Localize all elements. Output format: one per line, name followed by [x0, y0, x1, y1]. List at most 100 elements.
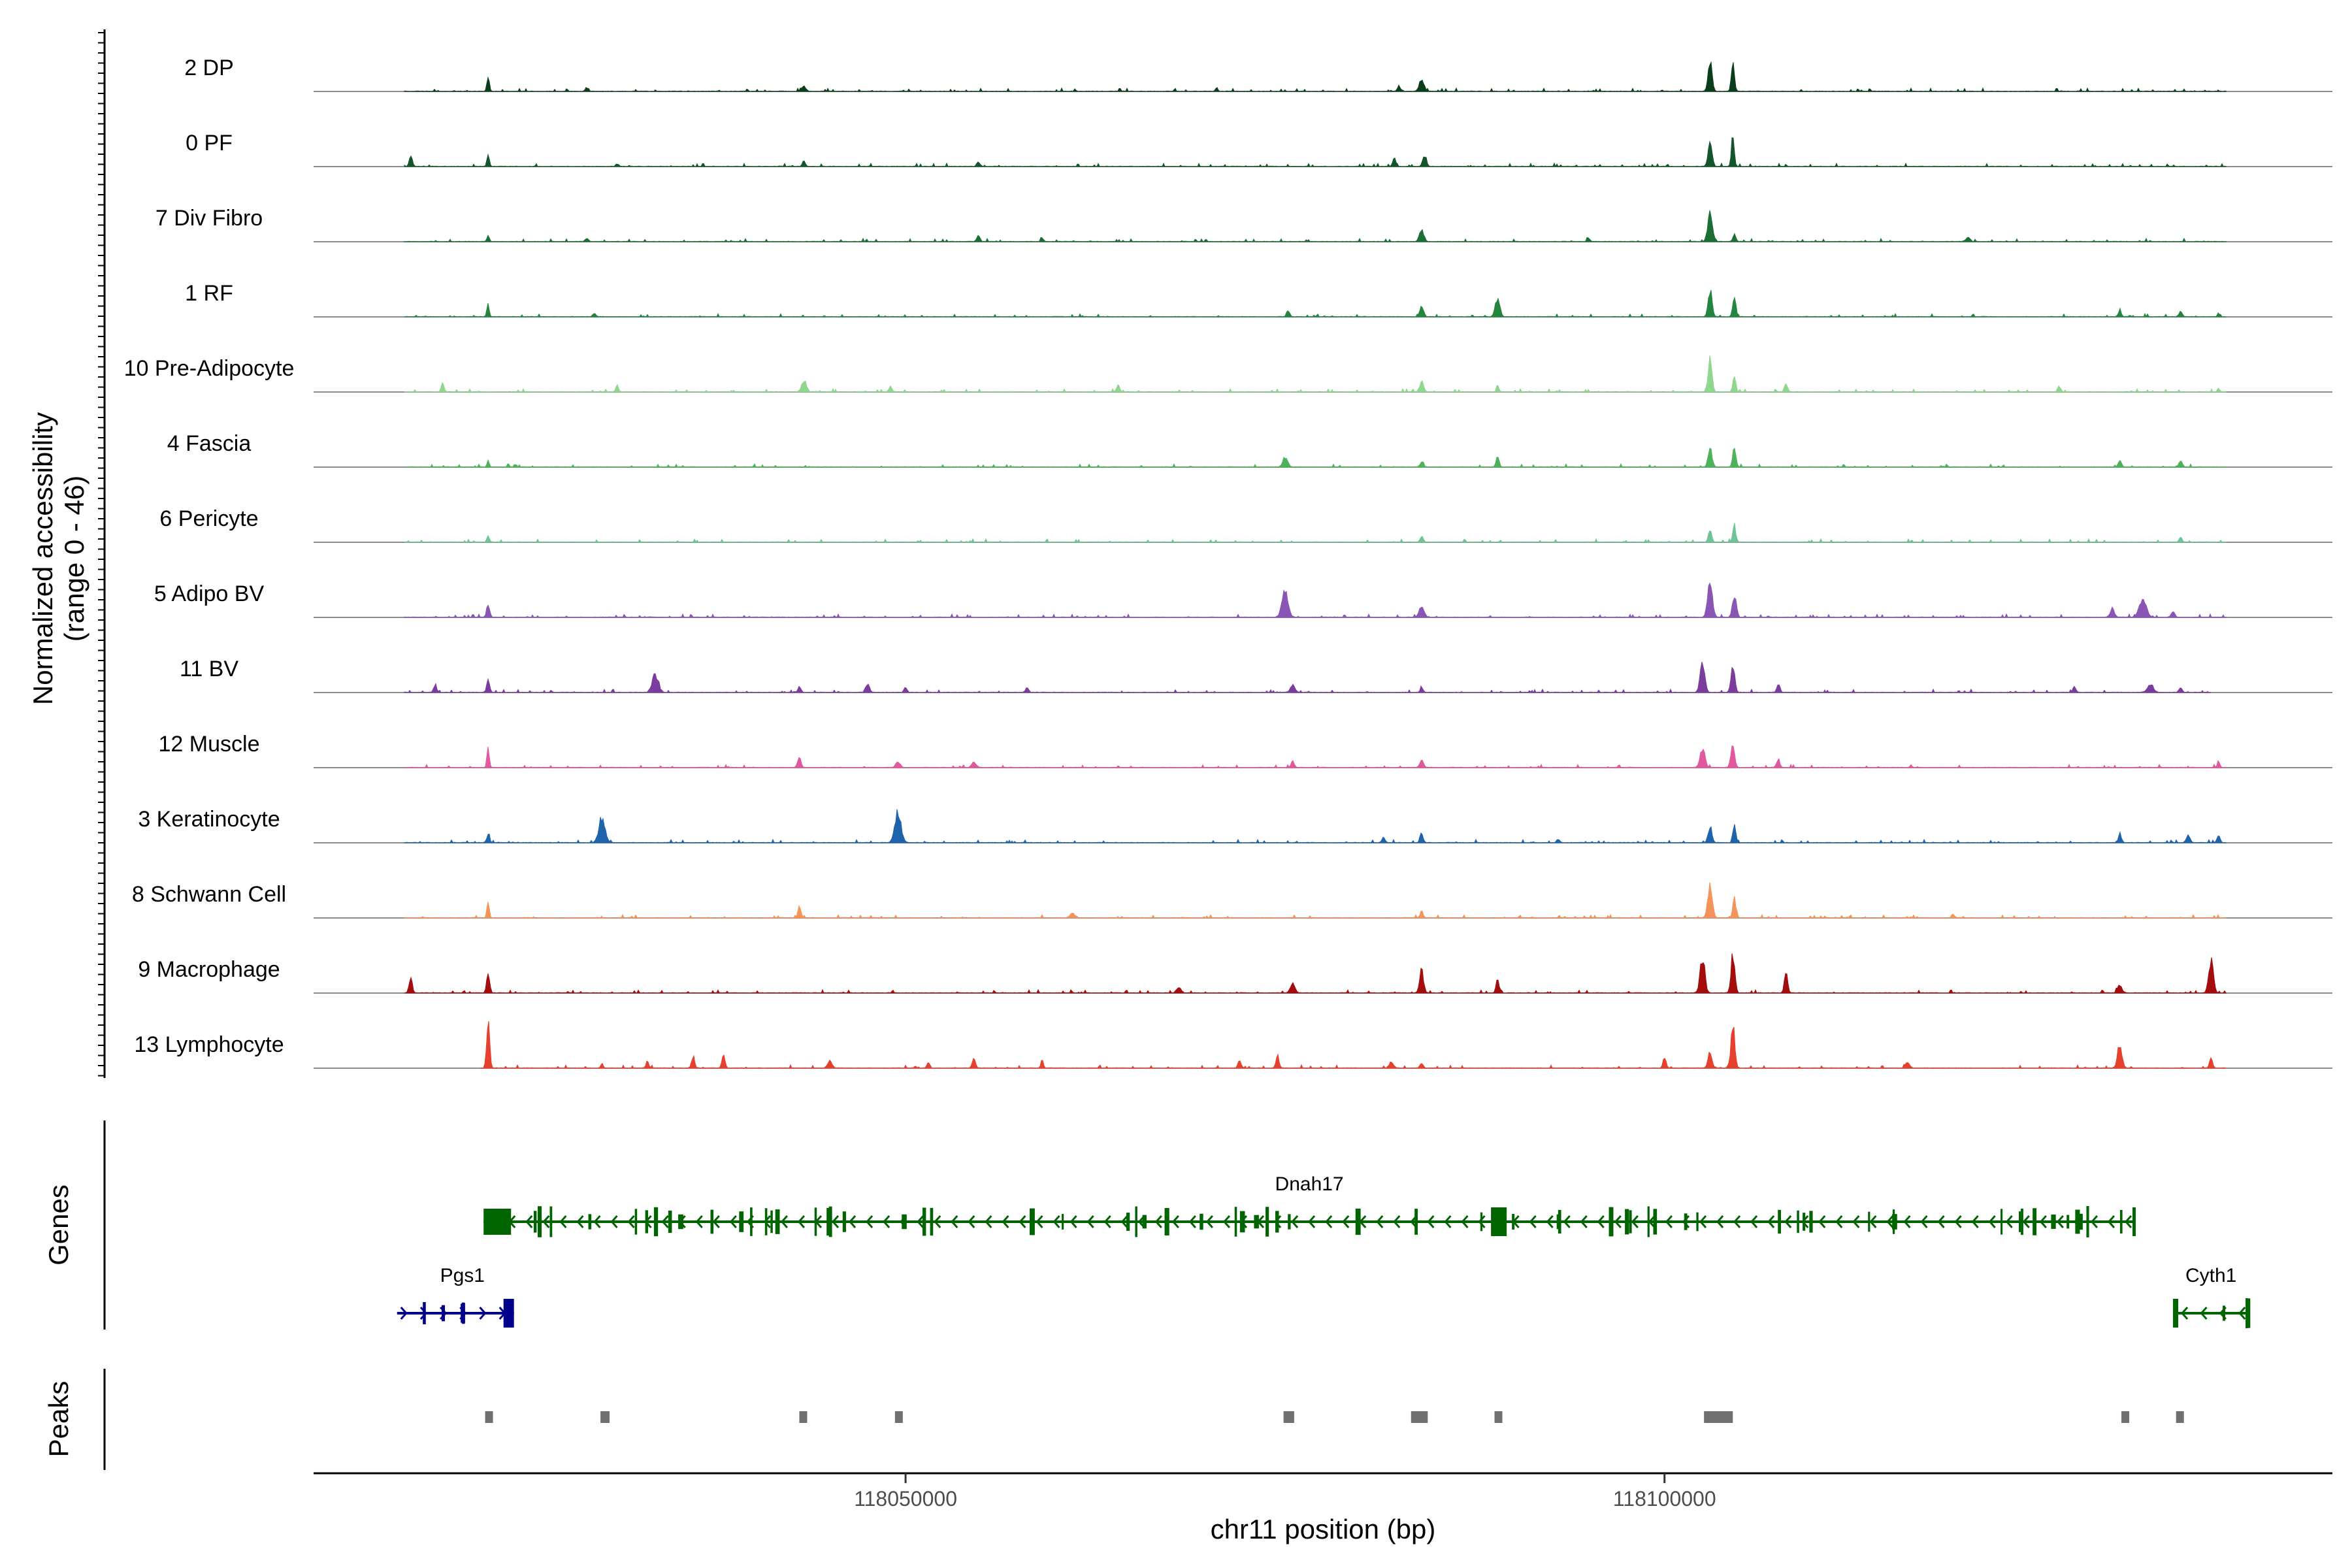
strand-arrow: [1733, 1215, 1741, 1228]
exon: [645, 1210, 648, 1233]
track-7-div-fibro: 7 Div Fibro: [155, 206, 2332, 242]
strand-arrow: [1648, 1215, 1656, 1228]
track-label: 7 Div Fibro: [155, 206, 263, 231]
exon: [2019, 1211, 2021, 1232]
strand-arrow: [1988, 1215, 1996, 1228]
exon: [1029, 1208, 1035, 1235]
strand-arrow: [2022, 1215, 2030, 1228]
exon: [1126, 1213, 1130, 1231]
exon: [668, 1210, 672, 1233]
exon: [2173, 1299, 2179, 1328]
exon: [653, 1207, 659, 1237]
exon: [930, 1207, 934, 1236]
peaks-panel-title: Peaks: [43, 1381, 74, 1458]
strand-arrow: [1393, 1215, 1401, 1228]
track-label: 1 RF: [185, 281, 233, 306]
gene-annotations: Dnah17 Pgs1 Cyth1: [397, 1173, 2251, 1329]
strand-arrow: [1767, 1215, 1775, 1228]
strand-arrow: [1036, 1215, 1043, 1228]
exon: [1653, 1209, 1658, 1235]
track-13-lymphocyte: 13 Lymphocyte: [134, 1021, 2332, 1069]
strand-arrow: [951, 1215, 958, 1228]
exon: [2223, 1305, 2225, 1321]
strand-arrow: [1818, 1215, 1826, 1228]
strand-arrow: [1053, 1215, 1060, 1228]
exon: [2086, 1206, 2089, 1237]
exon: [2132, 1207, 2136, 1236]
exon: [1512, 1214, 1515, 1230]
exon: [1696, 1212, 1699, 1232]
exon: [1288, 1214, 1291, 1230]
peak-region: [600, 1411, 610, 1423]
exon: [775, 1209, 780, 1234]
strand-arrow: [1597, 1215, 1605, 1228]
peak-region: [1283, 1411, 1294, 1423]
gene-pgs1: Pgs1: [397, 1265, 514, 1328]
strand-arrow: [797, 1215, 806, 1228]
exon: [842, 1211, 846, 1232]
strand-arrow: [1342, 1215, 1350, 1228]
track-2-dp: 2 DP: [184, 56, 2332, 92]
strand-arrow: [729, 1215, 737, 1228]
exon: [537, 1206, 542, 1237]
track-label: 13 Lymphocyte: [134, 1032, 284, 1057]
strand-arrow: [542, 1215, 550, 1228]
track-label: 3 Keratinocyte: [138, 807, 280, 832]
strand-arrow: [1886, 1215, 1894, 1228]
exon: [1491, 1207, 1507, 1236]
peak-region: [1704, 1411, 1733, 1423]
exon: [770, 1210, 773, 1233]
track-3-keratinocyte: 3 Keratinocyte: [138, 807, 2332, 843]
strand-arrow: [1971, 1215, 1979, 1228]
strand-arrow: [2039, 1215, 2047, 1228]
strand-arrow: [400, 1307, 408, 1320]
exon: [750, 1207, 753, 1236]
track-0-pf: 0 PF: [186, 131, 2332, 167]
exon: [828, 1206, 832, 1237]
peak-region: [2121, 1411, 2130, 1423]
exon: [764, 1208, 768, 1235]
strand-arrow: [2200, 1307, 2208, 1320]
strand-arrow: [1427, 1215, 1435, 1228]
coverage-signal: [480, 1021, 2227, 1069]
strand-arrow: [576, 1215, 584, 1228]
strand-arrow: [1750, 1215, 1758, 1228]
coverage-signal: [404, 953, 2227, 994]
exon: [588, 1214, 592, 1230]
peak-region: [1494, 1411, 1503, 1423]
exon: [1647, 1206, 1650, 1237]
strand-arrow: [2005, 1215, 2013, 1228]
strand-arrow: [2124, 1215, 2132, 1228]
exon: [1803, 1213, 1806, 1231]
strand-arrow: [780, 1215, 788, 1228]
track-label: 9 Macrophage: [138, 957, 280, 982]
coverage-signal: [404, 210, 2227, 242]
track-label: 6 Pericyte: [159, 506, 258, 531]
strand-arrow: [1903, 1215, 1911, 1228]
track-1-rf: 1 RF: [185, 281, 2332, 318]
exon: [1164, 1208, 1169, 1235]
track-8-schwann-cell: 8 Schwann Cell: [132, 882, 2332, 919]
peak-region: [799, 1411, 808, 1423]
strand-arrow: [525, 1215, 533, 1228]
exon: [1684, 1213, 1688, 1230]
strand-arrow: [1869, 1215, 1877, 1228]
exon: [1629, 1210, 1632, 1233]
strand-arrow: [1171, 1215, 1179, 1228]
strand-arrow: [479, 1307, 487, 1320]
strand-arrow: [1308, 1215, 1316, 1228]
peak-regions: [485, 1411, 2184, 1423]
strand-arrow: [610, 1215, 618, 1228]
exon: [1234, 1207, 1237, 1237]
exon: [1809, 1211, 1813, 1233]
track-label: 4 Fascia: [167, 431, 252, 456]
strand-arrow: [1614, 1215, 1622, 1228]
exon: [1142, 1215, 1147, 1229]
track-label: 0 PF: [186, 131, 233, 155]
gene-label: Pgs1: [440, 1265, 485, 1286]
track-label: 5 Adipo BV: [154, 581, 265, 606]
exon: [442, 1305, 446, 1322]
exon: [533, 1211, 537, 1233]
strand-arrow: [1563, 1215, 1571, 1228]
strand-arrow: [1835, 1215, 1843, 1228]
